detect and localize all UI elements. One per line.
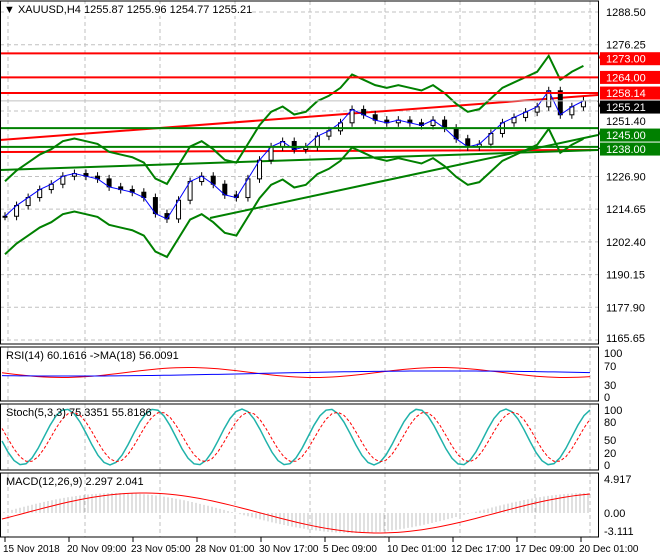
symbol-ohlc: XAUUSD,H4 1255.87 1255.96 1254.77 1255.2… xyxy=(17,4,253,16)
level-tag xyxy=(600,142,660,156)
price-tick: 1202.40 xyxy=(606,237,646,249)
price-tick: 1251.40 xyxy=(606,116,646,128)
trendline-green xyxy=(0,149,599,171)
price-tick: 1165.65 xyxy=(606,333,645,345)
time-tick: 15 Nov 2018 xyxy=(3,544,60,555)
indicator-tick: 80 xyxy=(604,417,616,429)
bollinger-upper xyxy=(4,53,584,186)
time-tick: 23 Nov 05:00 xyxy=(131,544,191,555)
price-tick: 1214.65 xyxy=(606,204,646,216)
time-tick: 20 Dec 01:00 xyxy=(579,544,639,555)
price-tick: 1226.90 xyxy=(606,171,646,183)
indicator-tick: 0 xyxy=(604,392,610,404)
indicator-tick: 20 xyxy=(604,448,616,460)
level-label: 1238.00 xyxy=(606,144,646,156)
level-label: 1245.00 xyxy=(606,130,646,142)
level-label: 1258.14 xyxy=(606,88,646,100)
price-tick: 1177.90 xyxy=(606,302,645,314)
candle-body xyxy=(2,215,8,218)
indicator-tick: 100 xyxy=(604,348,622,360)
level-label: 1264.00 xyxy=(606,72,646,84)
symbol-header: ▼ XAUUSD,H4 1255.87 1255.96 1254.77 1255… xyxy=(4,4,253,16)
stoch-label: Stoch(5,3,3) 75.3351 55.8186 xyxy=(6,407,152,419)
stoch-main-line xyxy=(1,408,591,466)
panel-frame xyxy=(0,0,599,345)
time-tick: 10 Dec 01:00 xyxy=(387,544,447,555)
macd-label: MACD(12,26,9) 2.297 2.041 xyxy=(6,476,144,488)
level-tag xyxy=(600,70,660,84)
price-tick: 1288.50 xyxy=(606,7,646,19)
time-tick: 20 Nov 09:00 xyxy=(67,544,127,555)
trendline-green xyxy=(209,134,599,219)
trendline-red xyxy=(0,94,599,141)
level-tag xyxy=(600,128,660,142)
price-tick: 1276.25 xyxy=(606,40,646,52)
stoch-signal-line xyxy=(1,411,591,463)
panel-frame xyxy=(0,472,599,538)
indicator-tick: 50 xyxy=(604,435,616,447)
moving-average-line xyxy=(4,89,584,220)
macd-signal-line xyxy=(1,492,591,534)
current-price-label: 1255.21 xyxy=(606,102,646,114)
rsi-label: RSI(14) 60.1616 ->MA(18) 56.0091 xyxy=(6,350,179,362)
time-tick: 12 Dec 17:00 xyxy=(451,544,511,555)
rsi-ma-line xyxy=(1,370,591,377)
level-tag xyxy=(600,52,660,66)
triangle-down-icon[interactable]: ▼ xyxy=(4,4,18,16)
current-price-tag xyxy=(600,100,660,114)
indicator-tick: 70 xyxy=(604,361,616,373)
trendline-red xyxy=(0,149,599,153)
indicator-tick: 0 xyxy=(604,460,610,472)
indicator-tick: 30 xyxy=(604,380,616,392)
time-tick: 17 Dec 09:00 xyxy=(515,544,575,555)
panel-frame xyxy=(0,346,599,402)
price-tick: 1190.15 xyxy=(606,270,645,282)
indicator-tick: 100 xyxy=(604,405,622,417)
indicator-tick: -3.111 xyxy=(604,526,634,538)
level-label: 1273.00 xyxy=(606,54,646,66)
bollinger-lower xyxy=(4,126,584,259)
level-tag xyxy=(600,86,660,100)
indicator-tick: 4.917 xyxy=(604,474,632,486)
time-tick: 28 Nov 01:00 xyxy=(195,544,255,555)
panel-frame xyxy=(0,403,599,471)
time-tick: 30 Nov 17:00 xyxy=(259,544,319,555)
indicator-tick: 0.00 xyxy=(604,508,625,520)
time-tick: 5 Dec 09:00 xyxy=(323,544,377,555)
